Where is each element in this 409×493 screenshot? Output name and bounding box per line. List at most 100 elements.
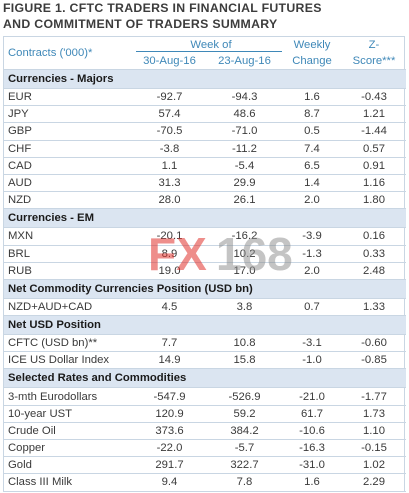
- weekly-change: -16.3: [282, 439, 342, 458]
- value-week-2: 59.2: [207, 405, 282, 423]
- row-label: 10-year UST: [4, 405, 132, 423]
- value-week-2: -94.3: [207, 88, 282, 107]
- weekly-change: 2.0: [282, 191, 342, 210]
- header-week-of-label: Week of: [136, 39, 282, 52]
- row-label: RUB: [4, 262, 132, 280]
- table-row: CFTC (USD bn)** 7.7 10.8 -3.1 -0.60: [4, 334, 406, 353]
- header-row-2: 30-Aug-16 23-Aug-16 Change Score***: [4, 53, 406, 70]
- row-label: AUD: [4, 174, 132, 193]
- header-row-1: Contracts ('000)* Week of Weekly Z-: [4, 37, 406, 60]
- table-row: 10-year UST 120.9 59.2 61.7 1.73: [4, 405, 406, 423]
- value-week-2: -71.0: [207, 122, 282, 141]
- z-score: 1.33: [342, 298, 406, 317]
- value-week-1: 57.4: [132, 105, 207, 124]
- weekly-change: 6.5: [282, 157, 342, 175]
- table-row: GBP -70.5 -71.0 0.5 -1.44: [4, 122, 406, 141]
- z-score: 1.10: [342, 422, 406, 441]
- value-week-2: -11.2: [207, 140, 282, 158]
- row-label: EUR: [4, 88, 132, 107]
- weekly-change: -21.0: [282, 387, 342, 406]
- header-change: Change: [292, 55, 332, 67]
- value-week-1: -3.8: [132, 140, 207, 158]
- header-date-2: 23-Aug-16: [218, 55, 271, 67]
- weekly-change: 0.7: [282, 298, 342, 317]
- row-label: CFTC (USD bn)**: [4, 334, 132, 353]
- table-row: RUB 19.0 17.0 2.0 2.48: [4, 262, 406, 280]
- weekly-change: -3.1: [282, 334, 342, 353]
- z-score: 0.16: [342, 227, 406, 246]
- section-header: Currencies - EM: [4, 208, 406, 229]
- row-label: NZD: [4, 191, 132, 210]
- weekly-change: 8.7: [282, 105, 342, 124]
- table-row: MXN -20.1 -16.2 -3.9 0.16: [4, 227, 406, 246]
- weekly-change: -31.0: [282, 456, 342, 475]
- value-week-2: -5.7: [207, 439, 282, 458]
- table-row: NZD 28.0 26.1 2.0 1.80: [4, 191, 406, 210]
- table-row: CHF -3.8 -11.2 7.4 0.57: [4, 140, 406, 158]
- section-header: Net USD Position: [4, 315, 406, 336]
- table-row: EUR -92.7 -94.3 1.6 -0.43: [4, 88, 406, 107]
- weekly-change: -10.6: [282, 422, 342, 441]
- table-row: JPY 57.4 48.6 8.7 1.21: [4, 105, 406, 124]
- table-body: Currencies - Majors EUR -92.7 -94.3 1.6 -0.43…: [4, 69, 406, 492]
- value-week-2: -5.4: [207, 157, 282, 175]
- table-row: Class III Milk 9.4 7.8 1.6 2.29: [4, 473, 406, 492]
- value-week-2: -526.9: [207, 387, 282, 406]
- weekly-change: 61.7: [282, 405, 342, 423]
- weekly-change: -3.9: [282, 227, 342, 246]
- value-week-2: 3.8: [207, 298, 282, 317]
- table-row: Crude Oil 373.6 384.2 -10.6 1.10: [4, 422, 406, 441]
- value-week-2: 7.8: [207, 473, 282, 492]
- header-week-of: Week of: [132, 37, 282, 53]
- row-label: Copper: [4, 439, 132, 458]
- value-week-1: 31.3: [132, 174, 207, 193]
- header-contracts: Contracts ('000)*: [8, 47, 93, 59]
- z-score: 1.73: [342, 405, 406, 423]
- weekly-change: 1.6: [282, 88, 342, 107]
- row-label: CHF: [4, 140, 132, 158]
- row-label: Class III Milk: [4, 473, 132, 492]
- value-week-2: -16.2: [207, 227, 282, 246]
- header-weekly: Weekly: [293, 39, 331, 51]
- row-label: MXN: [4, 227, 132, 246]
- value-week-1: 120.9: [132, 405, 207, 423]
- value-week-1: 28.0: [132, 191, 207, 210]
- row-label: 3-mth Eurodollars: [4, 387, 132, 406]
- z-score: 0.33: [342, 245, 406, 263]
- row-label: Crude Oil: [4, 422, 132, 441]
- value-week-2: 17.0: [207, 262, 282, 280]
- z-score: 1.16: [342, 174, 406, 193]
- row-label: GBP: [4, 122, 132, 141]
- value-week-2: 322.7: [207, 456, 282, 475]
- figure-title-line-1: FIGURE 1. CFTC TRADERS IN FINANCIAL FUTU…: [3, 1, 322, 15]
- z-score: 0.57: [342, 140, 406, 158]
- row-label: ICE US Dollar Index: [4, 351, 132, 370]
- z-score: 1.02: [342, 456, 406, 475]
- value-week-1: 4.5: [132, 298, 207, 317]
- value-week-1: 373.6: [132, 422, 207, 441]
- data-table: Contracts ('000)* Week of Weekly Z- 30-A…: [4, 37, 406, 492]
- value-week-1: 1.1: [132, 157, 207, 175]
- table-row: BRL 8.9 10.2 -1.3 0.33: [4, 245, 406, 263]
- row-label: JPY: [4, 105, 132, 124]
- row-label: BRL: [4, 245, 132, 263]
- table-row: ICE US Dollar Index 14.9 15.8 -1.0 -0.85: [4, 351, 406, 370]
- z-score: -0.85: [342, 351, 406, 370]
- table-row: 3-mth Eurodollars -547.9 -526.9 -21.0 -1.77: [4, 387, 406, 406]
- value-week-2: 10.8: [207, 334, 282, 353]
- section-title: Currencies - EM: [4, 208, 406, 229]
- value-week-1: -547.9: [132, 387, 207, 406]
- section-title: Selected Rates and Commodities: [4, 368, 406, 389]
- section-title: Net USD Position: [4, 315, 406, 336]
- section-title: Currencies - Majors: [4, 69, 406, 89]
- value-week-1: -70.5: [132, 122, 207, 141]
- value-week-1: 291.7: [132, 456, 207, 475]
- weekly-change: -1.3: [282, 245, 342, 263]
- header-score: Score***: [352, 55, 396, 67]
- value-week-2: 48.6: [207, 105, 282, 124]
- row-label: NZD+AUD+CAD: [4, 298, 132, 317]
- z-score: -0.43: [342, 88, 406, 107]
- value-week-2: 26.1: [207, 191, 282, 210]
- row-label: Gold: [4, 456, 132, 475]
- value-week-2: 15.8: [207, 351, 282, 370]
